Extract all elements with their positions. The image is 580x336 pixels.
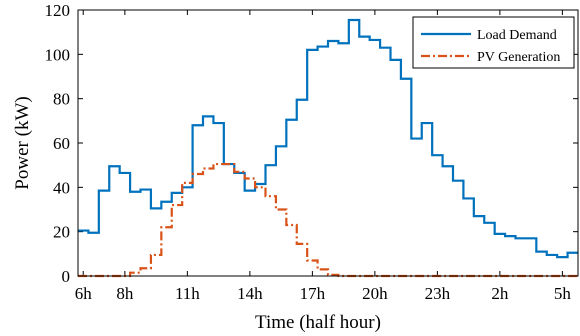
x-tick-label: 11h [175, 284, 200, 303]
x-tick-label: 23h [425, 284, 451, 303]
series-line-pv-generation [78, 162, 578, 278]
plot-frame [77, 9, 579, 277]
series-layer [78, 18, 578, 278]
y-tick-label: 20 [53, 223, 70, 242]
y-tick-labels: 0 20 40 60 80 100 120 [45, 1, 71, 286]
x-tick-labels: 6h 8h 11h 14h 17h 20h 23h 2h 5h [75, 284, 572, 303]
x-tick-label: 6h [75, 284, 93, 303]
x-tick-label: 14h [237, 284, 263, 303]
x-axis-label: Time (half hour) [255, 312, 381, 333]
y-tick-label: 120 [45, 1, 71, 20]
x-tick-label: 8h [116, 284, 134, 303]
y-tick-label: 40 [53, 178, 70, 197]
y-tick-label: 0 [62, 267, 71, 286]
tick-marks [78, 9, 578, 277]
legend: Load Demand PV Generation [412, 16, 575, 69]
legend-label-load-demand: Load Demand [477, 28, 557, 43]
legend-box [412, 16, 575, 69]
legend-label-pv-generation: PV Generation [477, 50, 560, 65]
x-tick-label: 2h [491, 284, 509, 303]
y-axis-label: Power (kW) [12, 96, 33, 189]
y-tick-label: 100 [45, 45, 71, 64]
series-line-load-demand [78, 18, 578, 259]
y-tick-label: 80 [53, 90, 70, 109]
x-tick-label: 20h [362, 284, 388, 303]
x-tick-label: 17h [300, 284, 326, 303]
y-tick-label: 60 [53, 134, 70, 153]
x-tick-label: 5h [554, 284, 572, 303]
